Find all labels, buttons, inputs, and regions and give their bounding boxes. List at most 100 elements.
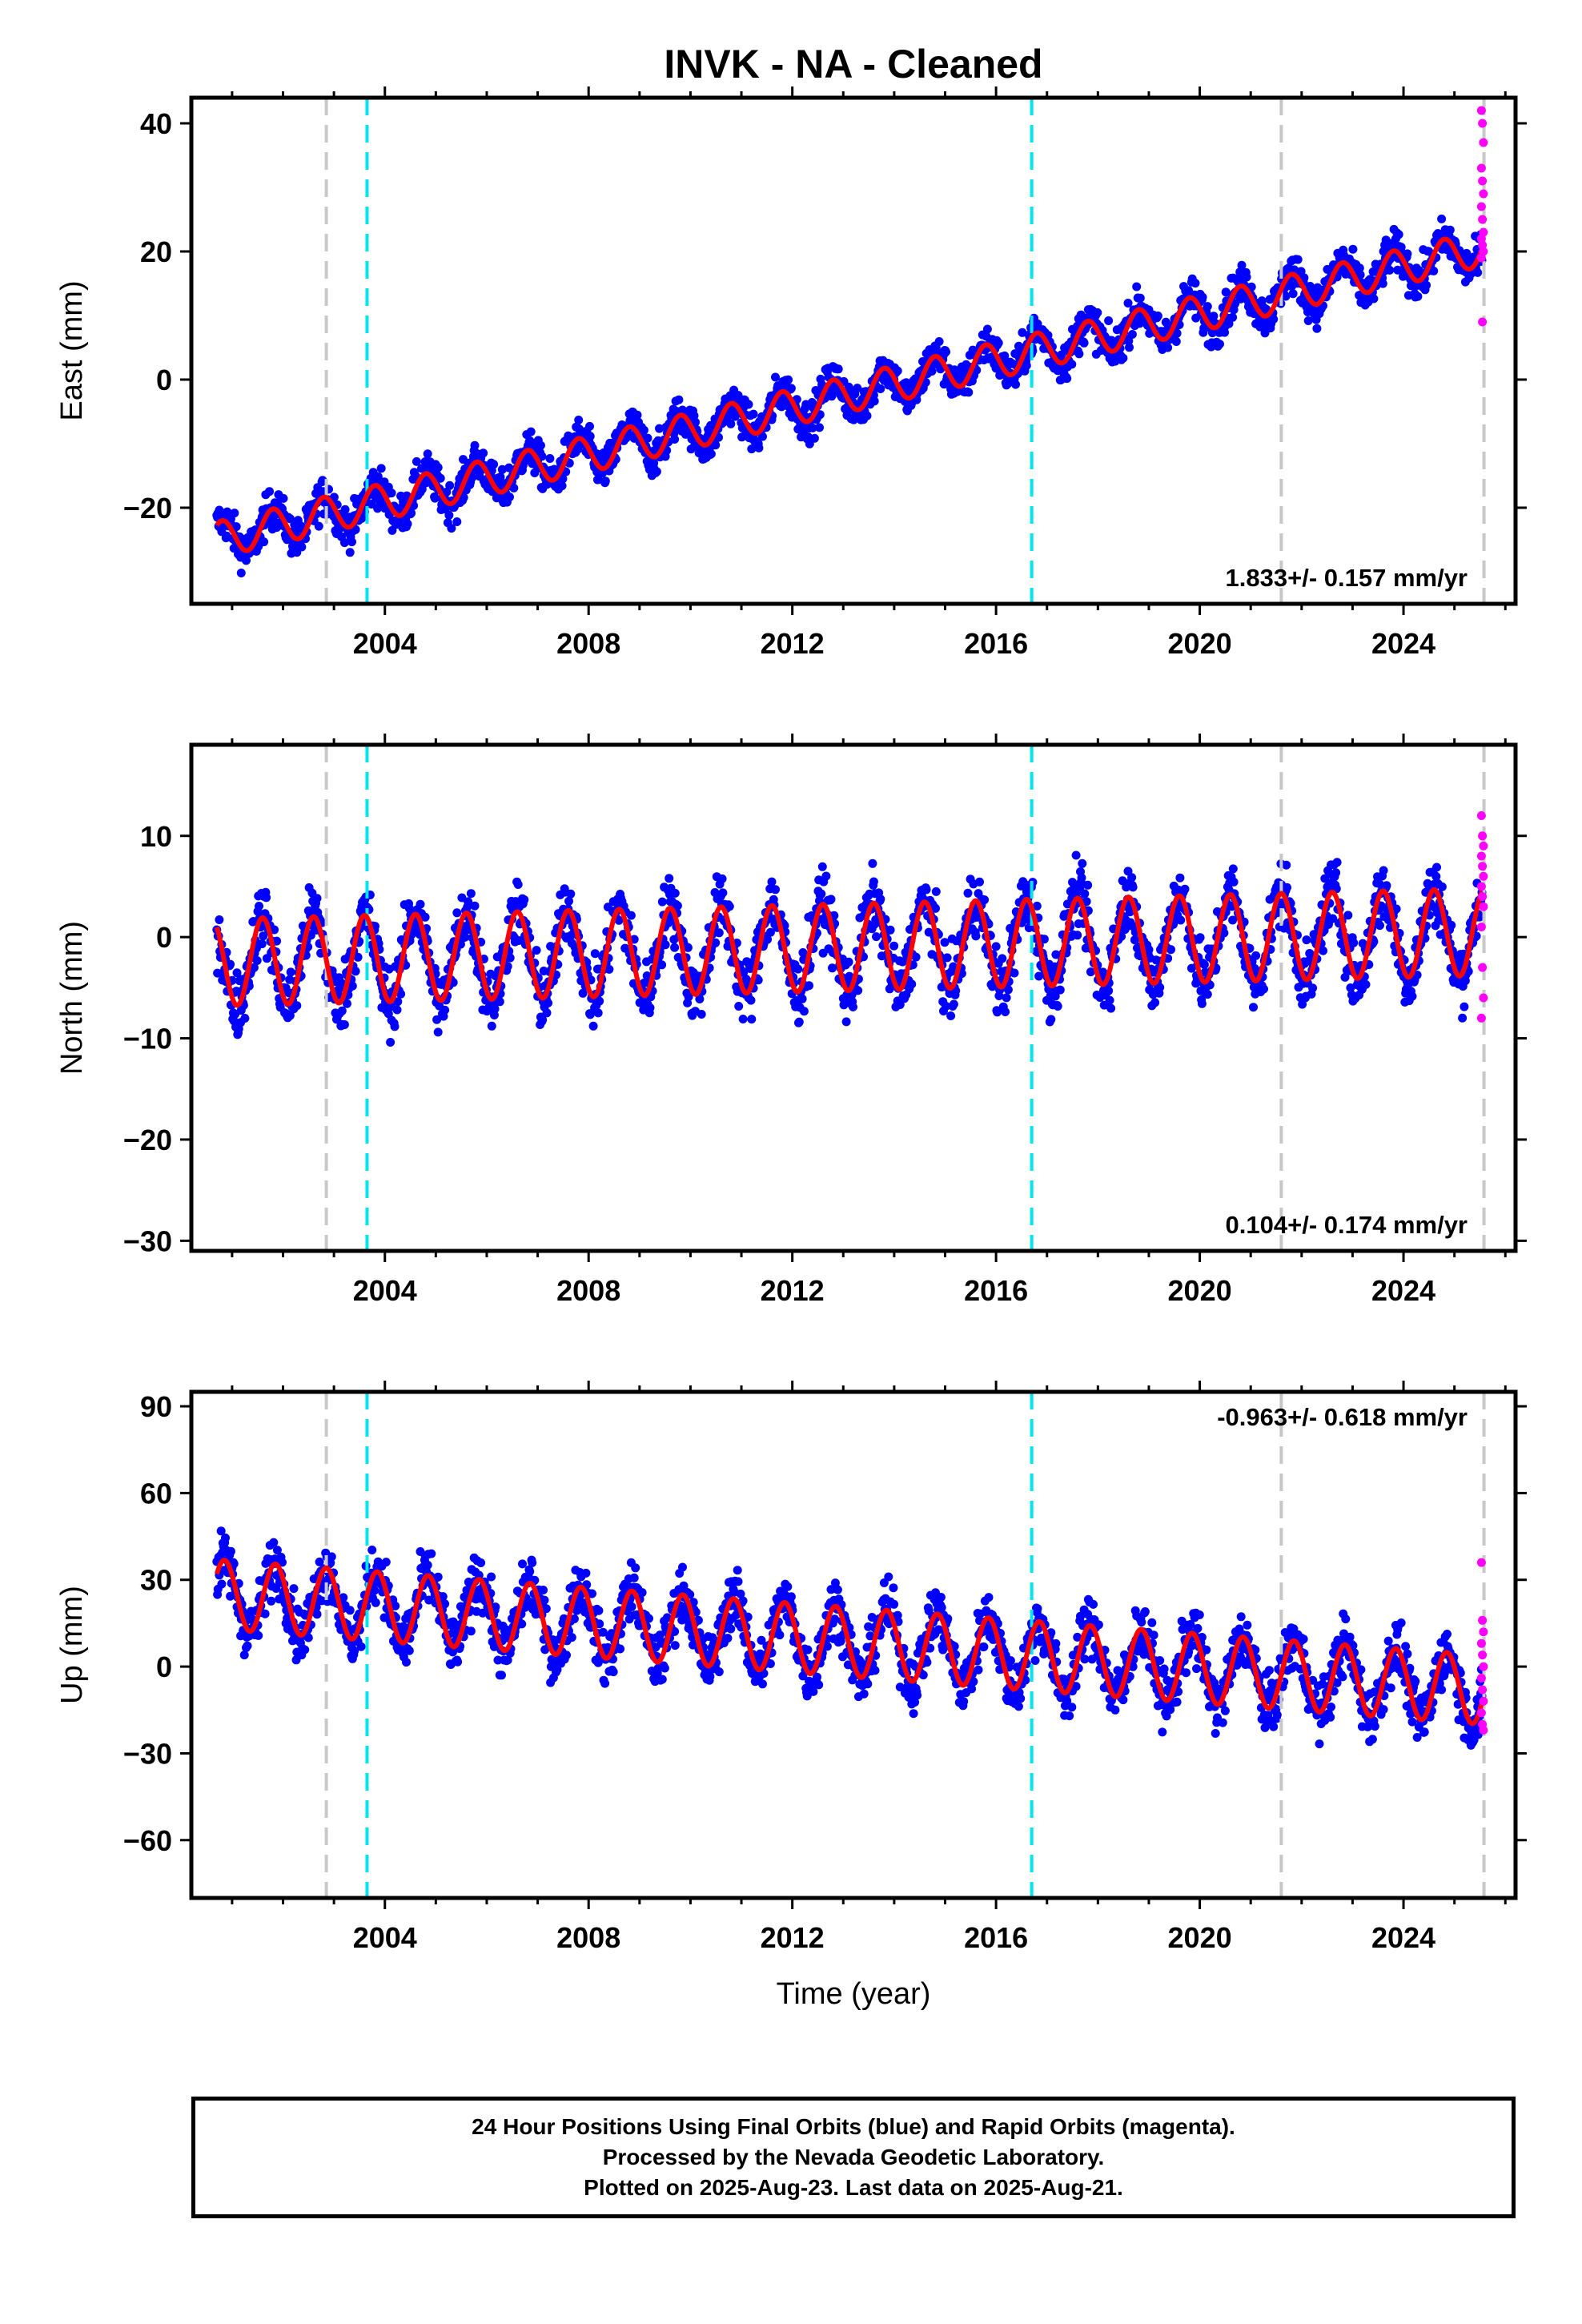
final-orbit-point: [1123, 299, 1133, 308]
final-orbit-point: [639, 425, 648, 435]
final-orbit-point: [444, 510, 454, 520]
final-orbit-point: [767, 877, 777, 887]
final-orbit-point: [655, 424, 664, 433]
final-orbit-point: [691, 417, 700, 427]
final-orbit-point: [567, 1633, 576, 1642]
final-orbit-point: [466, 889, 476, 899]
final-orbit-point: [539, 1586, 548, 1594]
final-orbit-point: [1458, 1013, 1468, 1023]
final-orbit-point: [367, 1546, 377, 1554]
final-orbit-point: [953, 387, 962, 396]
final-orbit-point: [1163, 343, 1173, 352]
final-orbit-point: [1104, 986, 1114, 995]
final-orbit-point: [1118, 353, 1128, 363]
x-tick-label: 2024: [1371, 627, 1435, 660]
final-orbit-point: [1062, 374, 1072, 384]
final-orbit-point: [532, 946, 541, 955]
rapid-orbit-point: [1478, 317, 1488, 327]
final-orbit-point: [353, 952, 363, 962]
final-orbit-point: [292, 1001, 302, 1011]
final-orbit-point: [267, 1596, 276, 1606]
final-orbit-point: [1379, 866, 1388, 875]
final-orbit-point: [537, 452, 547, 461]
final-orbit-point: [217, 1579, 227, 1589]
final-orbit-point: [1396, 243, 1406, 252]
north-panel: 2004 2008 2012 2016 2020 2024−30−20−10010Nort…: [55, 734, 1527, 1307]
y-tick-label: −30: [123, 1224, 172, 1257]
final-orbit-point: [907, 979, 917, 989]
final-orbit-point: [585, 432, 595, 441]
x-tick-label: 2004: [353, 627, 417, 660]
final-orbit-point: [1249, 1003, 1258, 1012]
final-orbit-point: [1369, 294, 1379, 304]
rapid-orbit-point: [1479, 871, 1488, 881]
final-orbit-point: [1283, 883, 1291, 892]
final-orbit-point: [1106, 1003, 1116, 1013]
final-orbit-point: [1150, 998, 1160, 1007]
final-orbit-point: [758, 432, 767, 441]
final-orbit-point: [314, 521, 323, 531]
final-orbit-point: [525, 1566, 535, 1576]
final-orbit-point: [249, 963, 259, 972]
final-orbit-point: [784, 375, 793, 384]
final-orbit-point: [1349, 938, 1359, 947]
final-orbit-point: [392, 1005, 402, 1015]
final-orbit-point: [1132, 282, 1142, 292]
final-orbit-point: [1153, 312, 1162, 320]
final-orbit-point: [1473, 267, 1483, 277]
final-orbit-point: [542, 1008, 552, 1018]
final-orbit-point: [297, 542, 307, 552]
final-orbit-point: [452, 517, 462, 526]
final-orbit-point: [1229, 877, 1239, 887]
final-orbit-point: [536, 440, 545, 450]
final-orbit-point: [1259, 984, 1268, 994]
final-orbit-point: [466, 1626, 476, 1636]
final-orbit-point: [420, 912, 430, 922]
rapid-orbit-point: [1479, 993, 1488, 1003]
final-orbit-point: [821, 871, 831, 881]
final-orbit-point: [747, 444, 757, 454]
final-orbit-point: [490, 1004, 500, 1014]
final-orbit-point: [1198, 292, 1207, 302]
rapid-orbit-point: [1476, 163, 1486, 173]
final-orbit-point: [342, 999, 351, 1008]
final-orbit-point: [231, 522, 241, 532]
final-orbit-point: [665, 874, 674, 883]
final-orbit-point: [557, 481, 567, 491]
final-orbit-point: [1203, 990, 1212, 999]
final-orbit-point: [1343, 911, 1353, 920]
final-orbit-point: [497, 1671, 506, 1680]
final-orbit-point: [1375, 921, 1384, 931]
y-tick-label: −20: [123, 1124, 172, 1156]
final-orbit-point: [240, 1014, 250, 1023]
final-orbit-point: [447, 524, 456, 533]
final-orbit-point: [771, 372, 780, 382]
final-orbit-point: [468, 472, 477, 482]
final-orbit-point: [270, 925, 279, 935]
panel-frame: [189, 95, 1518, 606]
final-orbit-point: [1046, 1015, 1056, 1024]
final-orbit-point: [367, 500, 376, 509]
final-orbit-point: [230, 509, 239, 518]
final-orbit-point: [799, 1007, 809, 1016]
final-orbit-point: [1010, 968, 1019, 978]
final-orbit-point: [841, 1017, 851, 1027]
final-orbit-point: [754, 443, 764, 452]
final-orbit-point: [1180, 884, 1190, 894]
final-orbit-point: [608, 1667, 618, 1677]
final-orbit-point: [255, 902, 263, 911]
final-orbit-point: [600, 1679, 610, 1688]
final-orbit-point: [279, 493, 288, 503]
velocity-rate-label: 0.104+/- 0.174 mm/yr: [1226, 1211, 1468, 1239]
final-orbit-point: [476, 1558, 486, 1567]
final-orbit-point: [626, 911, 636, 920]
final-orbit-point: [1135, 293, 1145, 303]
final-orbit-point: [390, 1022, 400, 1031]
final-orbit-point: [479, 448, 488, 458]
final-orbit-point: [509, 483, 519, 493]
final-orbit-point: [1228, 312, 1238, 322]
y-tick-label: 0: [156, 921, 172, 954]
final-orbit-point: [1067, 360, 1077, 369]
final-orbit-point: [942, 953, 952, 963]
